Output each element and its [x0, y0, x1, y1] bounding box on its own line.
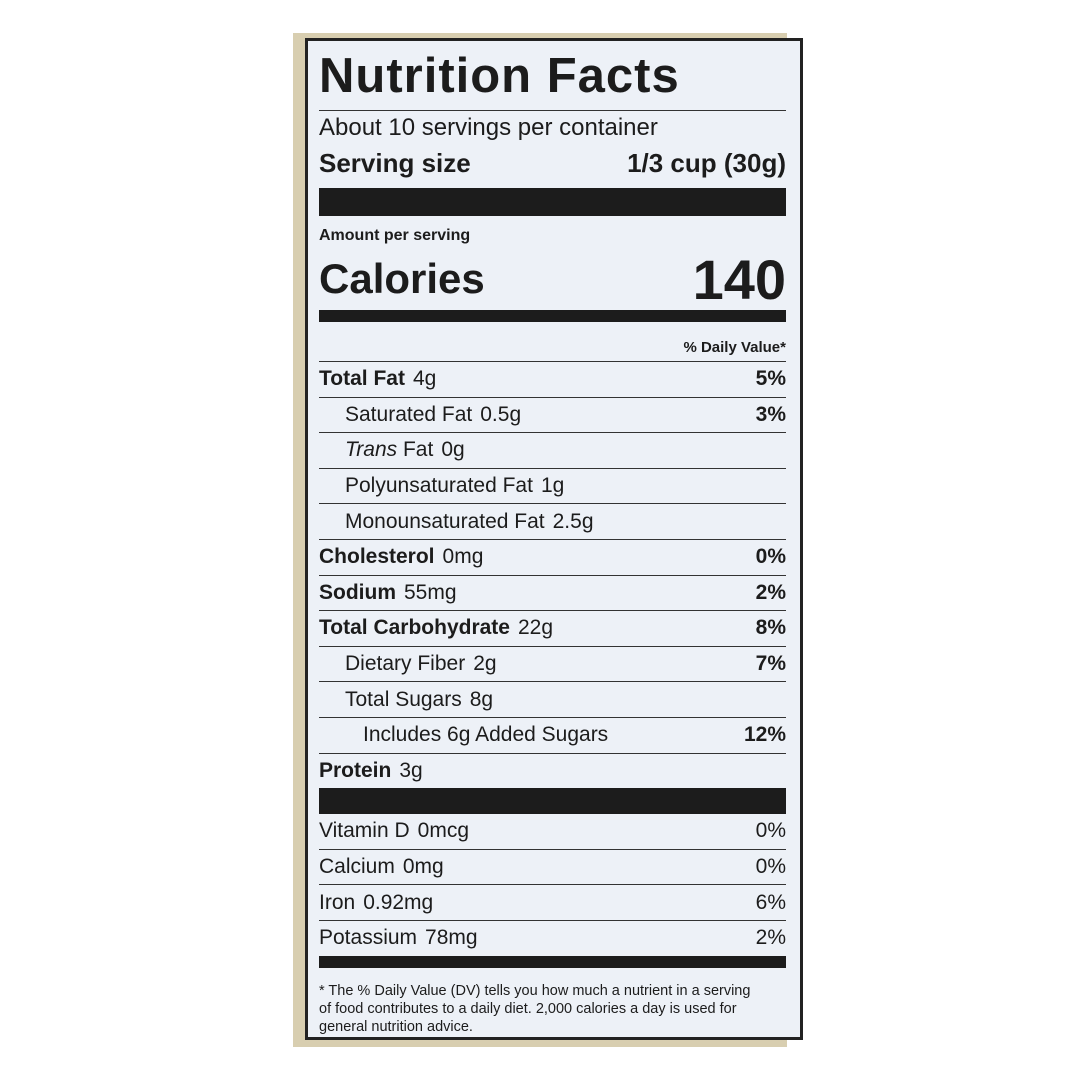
nutrient-name: Potassium — [319, 926, 418, 950]
nutrient-row: Cholesterol 0mg 0% — [319, 538, 786, 575]
nutrient-row: Polyunsaturated Fat 1g — [319, 467, 786, 504]
nutrient-name: Vitamin D — [319, 819, 410, 843]
nutrient-amount: 8g — [469, 687, 494, 711]
footnote: * The % Daily Value (DV) tells you how m… — [319, 982, 751, 1035]
thick-rule — [319, 788, 786, 815]
nutrient-row: Vitamin D 0mcg 0% — [319, 814, 786, 849]
dv-header: % Daily Value* — [319, 322, 786, 362]
nutrient-name: Sodium — [319, 580, 396, 604]
daily-value: 7% — [755, 652, 786, 676]
calories-label: Calories — [319, 255, 485, 302]
nutrient-name: Total Fat — [319, 367, 405, 391]
nutrient-row: Potassium 78mg 2% — [319, 919, 786, 956]
vitamin-list: Vitamin D 0mcg 0% Calcium 0mg 0% Iron 0.92mg 6% P… — [319, 814, 786, 955]
nutrient-amount: 55mg — [404, 580, 457, 604]
nutrient-row: Iron 0.92mg 6% — [319, 884, 786, 920]
daily-value: 12% — [743, 723, 786, 747]
nutrient-row: Trans Fat 0g — [319, 432, 786, 468]
daily-value: 5% — [755, 367, 786, 391]
nutrient-amount: 0mg — [442, 545, 484, 569]
thick-rule — [319, 188, 786, 216]
daily-value: 6% — [755, 890, 786, 914]
calories-value: 140 — [692, 247, 786, 311]
calories: Calories 140 — [319, 247, 786, 311]
daily-value: 2% — [755, 926, 786, 950]
nutrient-amount: 3g — [399, 758, 423, 782]
serving-size-value: 1/3 cup (30g) — [627, 148, 786, 178]
nutrient-name: Saturated Fat — [345, 402, 473, 426]
nutrient-amount: 22g — [517, 616, 554, 640]
daily-value: 8% — [755, 616, 786, 640]
medium-rule — [319, 310, 786, 322]
nutrient-name: Total Sugars — [345, 687, 462, 711]
nutrient-amount: 0.92mg — [363, 890, 434, 914]
nutrient-row: Saturated Fat 0.5g 3% — [319, 396, 786, 433]
serving-size-label: Serving size — [319, 148, 471, 178]
nutrient-name: Dietary Fiber — [345, 652, 466, 676]
nutrient-row: Dietary Fiber 2g 7% — [319, 645, 786, 682]
nutrition-label: Nutrition Facts About 10 servings per co… — [305, 38, 803, 1040]
nutrient-row: Total Sugars 8g — [319, 681, 786, 717]
nutrient-name: Total Carbohydrate — [319, 616, 510, 640]
medium-rule — [319, 955, 786, 968]
nutrient-amount: 0mg — [402, 855, 444, 879]
nutrient-row: Sodium 55mg 2% — [319, 574, 786, 611]
nutrient-amount: 0mcg — [417, 819, 470, 843]
title: Nutrition Facts — [319, 41, 786, 111]
daily-value: 0% — [755, 819, 786, 843]
nutrient-name: Calcium — [319, 855, 395, 879]
daily-value: 2% — [755, 580, 786, 604]
amount-per-serving: Amount per serving — [319, 227, 471, 244]
nutrient-name: Trans Fat — [345, 438, 434, 462]
serving-size: Serving size 1/3 cup (30g) — [319, 143, 786, 188]
nutrient-list: Total Fat 4g 5% Saturated Fat 0.5g 3% Trans Fa… — [319, 362, 786, 788]
nutrient-name: Cholesterol — [319, 545, 435, 569]
daily-value: 0% — [755, 855, 786, 879]
nutrient-amount: 4g — [412, 367, 437, 391]
nutrient-amount: 0g — [441, 438, 465, 462]
nutrient-amount: 1g — [540, 474, 565, 498]
daily-value: 3% — [755, 402, 786, 426]
nutrient-row: Includes 6g Added Sugars 12% — [319, 716, 786, 753]
nutrient-name: Includes 6g Added Sugars — [363, 723, 609, 747]
nutrient-name: Iron — [319, 890, 356, 914]
servings: About 10 servings per container — [319, 114, 658, 141]
nutrient-amount: 78mg — [425, 926, 478, 950]
nutrient-amount: 2g — [473, 652, 497, 676]
nutrient-row: Total Carbohydrate 22g 8% — [319, 610, 786, 646]
nutrient-name: Polyunsaturated Fat — [345, 474, 533, 498]
nutrient-amount: 2.5g — [552, 509, 594, 533]
nutrient-row: Calcium 0mg 0% — [319, 848, 786, 885]
nutrient-name: Protein — [319, 758, 392, 782]
nutrient-row: Protein 3g — [319, 752, 786, 789]
nutrient-amount: 0.5g — [480, 402, 522, 426]
daily-value: 0% — [755, 545, 786, 569]
nutrient-row: Total Fat 4g 5% — [319, 362, 786, 397]
nutrient-row: Monounsaturated Fat 2.5g — [319, 503, 786, 539]
nutrient-name: Monounsaturated Fat — [345, 509, 545, 533]
